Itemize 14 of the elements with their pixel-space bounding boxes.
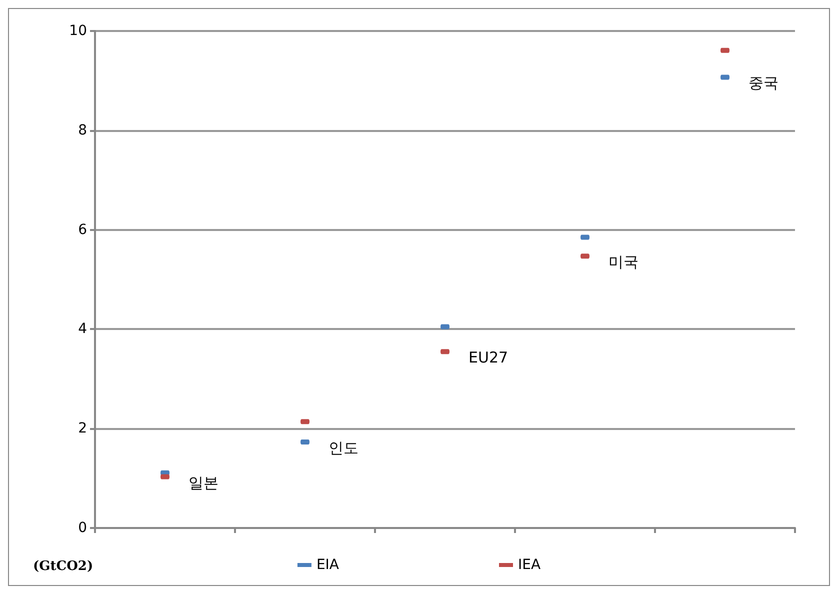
x-tick-label: EU27	[468, 348, 508, 367]
legend-label: EIA	[316, 557, 340, 573]
x-tick-label: 중국	[748, 74, 778, 92]
y-axis-title: (GtCO2)	[33, 559, 94, 574]
y-tick-label: 2	[78, 420, 87, 437]
y-tick-label: 4	[78, 321, 88, 338]
x-tick-label: 인도	[328, 439, 358, 458]
x-tick-label: 미국	[608, 253, 638, 272]
y-tick-label: 10	[69, 23, 87, 39]
y-tick-label: 8	[78, 122, 87, 138]
y-tick-label: 0	[78, 520, 87, 536]
x-tick-label: 일본	[188, 474, 218, 492]
y-tick-label: 6	[78, 222, 88, 238]
legend-label: IEA	[518, 557, 541, 573]
